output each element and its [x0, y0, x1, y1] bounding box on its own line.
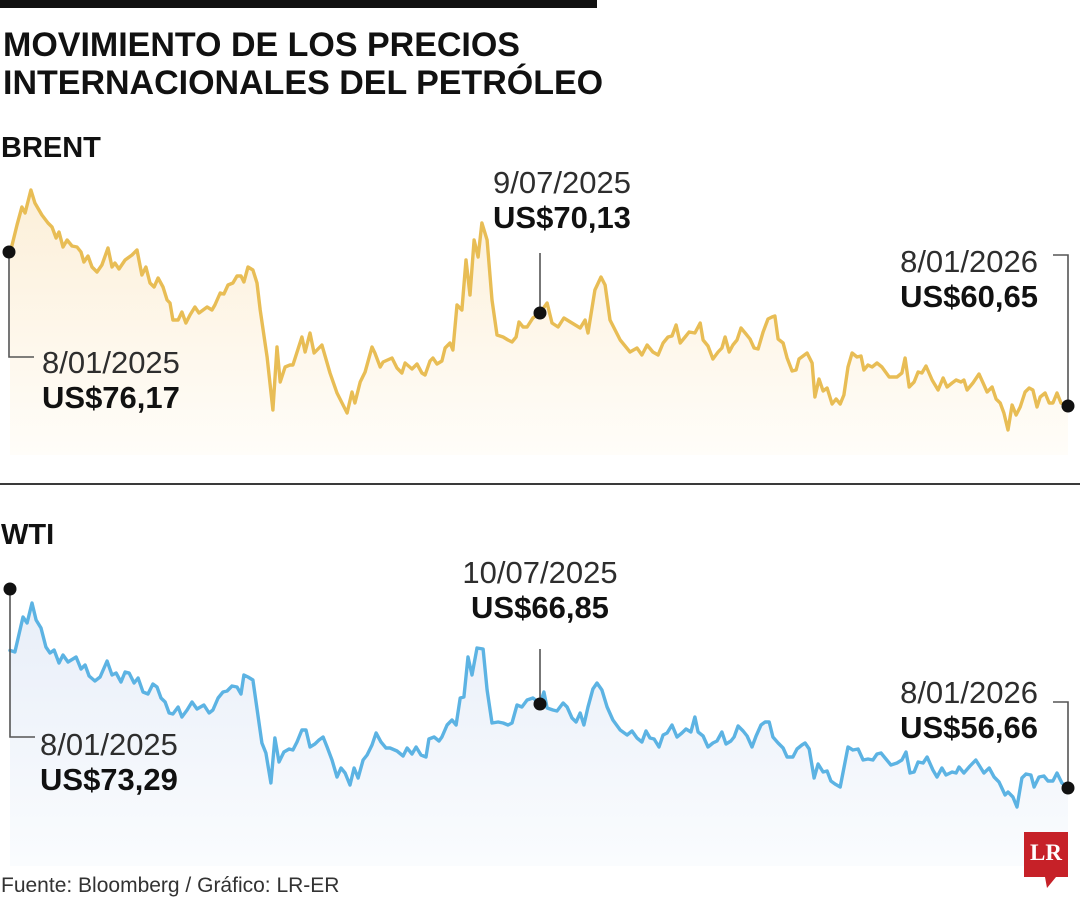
- data-point-marker: [533, 697, 547, 711]
- title-line-1: MOVIMIENTO DE LOS PRECIOS: [3, 26, 520, 64]
- leader-line: [1053, 701, 1069, 788]
- brent-chart: [2, 188, 1075, 455]
- data-point-marker: [1061, 781, 1075, 795]
- wti-section-label: WTI: [1, 519, 55, 551]
- data-point-marker: [3, 582, 17, 596]
- section-divider: [0, 483, 1080, 485]
- annotation-value: US$66,85: [471, 590, 609, 625]
- speech-bubble-logo-icon: [1024, 832, 1068, 888]
- source-note: Fuente: Bloomberg / Gráfico: LR-ER: [1, 874, 340, 897]
- wti-start-annotation: 8/01/2025 US$73,29: [40, 727, 178, 797]
- leader-line: [1053, 254, 1069, 406]
- area-fill: [10, 603, 1068, 866]
- brent-section-label: BRENT: [1, 132, 101, 164]
- annotation-value: US$73,29: [40, 762, 178, 797]
- page-title: MOVIMIENTO DE LOS PRECIOS INTERNACIONALE…: [3, 26, 603, 102]
- annotation-date: 9/07/2025: [493, 165, 631, 200]
- annotation-date: 10/07/2025: [462, 555, 618, 590]
- data-point-marker: [2, 245, 16, 259]
- wti-end-annotation: 8/01/2026 US$56,66: [900, 675, 1038, 745]
- data-point-marker: [1061, 399, 1075, 413]
- annotation-value: US$76,17: [42, 380, 180, 415]
- price-line: [8, 601, 1070, 809]
- annotation-date: 8/01/2025: [42, 345, 180, 380]
- lr-logo: LR: [1024, 832, 1070, 890]
- wti-chart: [3, 582, 1075, 866]
- annotation-value: US$56,66: [900, 710, 1038, 745]
- annotation-date: 8/01/2025: [40, 727, 178, 762]
- top-accent-bar: [0, 0, 597, 8]
- leader-line: [9, 589, 35, 738]
- annotation-value: US$60,65: [900, 279, 1038, 314]
- data-point-marker: [533, 306, 547, 320]
- annotation-date: 8/01/2026: [900, 675, 1038, 710]
- annotation-date: 8/01/2026: [900, 244, 1038, 279]
- brent-mid-annotation: 9/07/2025 US$70,13: [452, 165, 672, 235]
- brent-end-annotation: 8/01/2026 US$60,65: [900, 244, 1038, 314]
- leader-line: [8, 252, 34, 358]
- logo-text: LR: [1030, 840, 1062, 865]
- title-line-2: INTERNACIONALES DEL PETRÓLEO: [3, 64, 604, 102]
- wti-mid-annotation: 10/07/2025 US$66,85: [430, 555, 650, 625]
- brent-start-annotation: 8/01/2025 US$76,17: [42, 345, 180, 415]
- annotation-value: US$70,13: [493, 200, 631, 235]
